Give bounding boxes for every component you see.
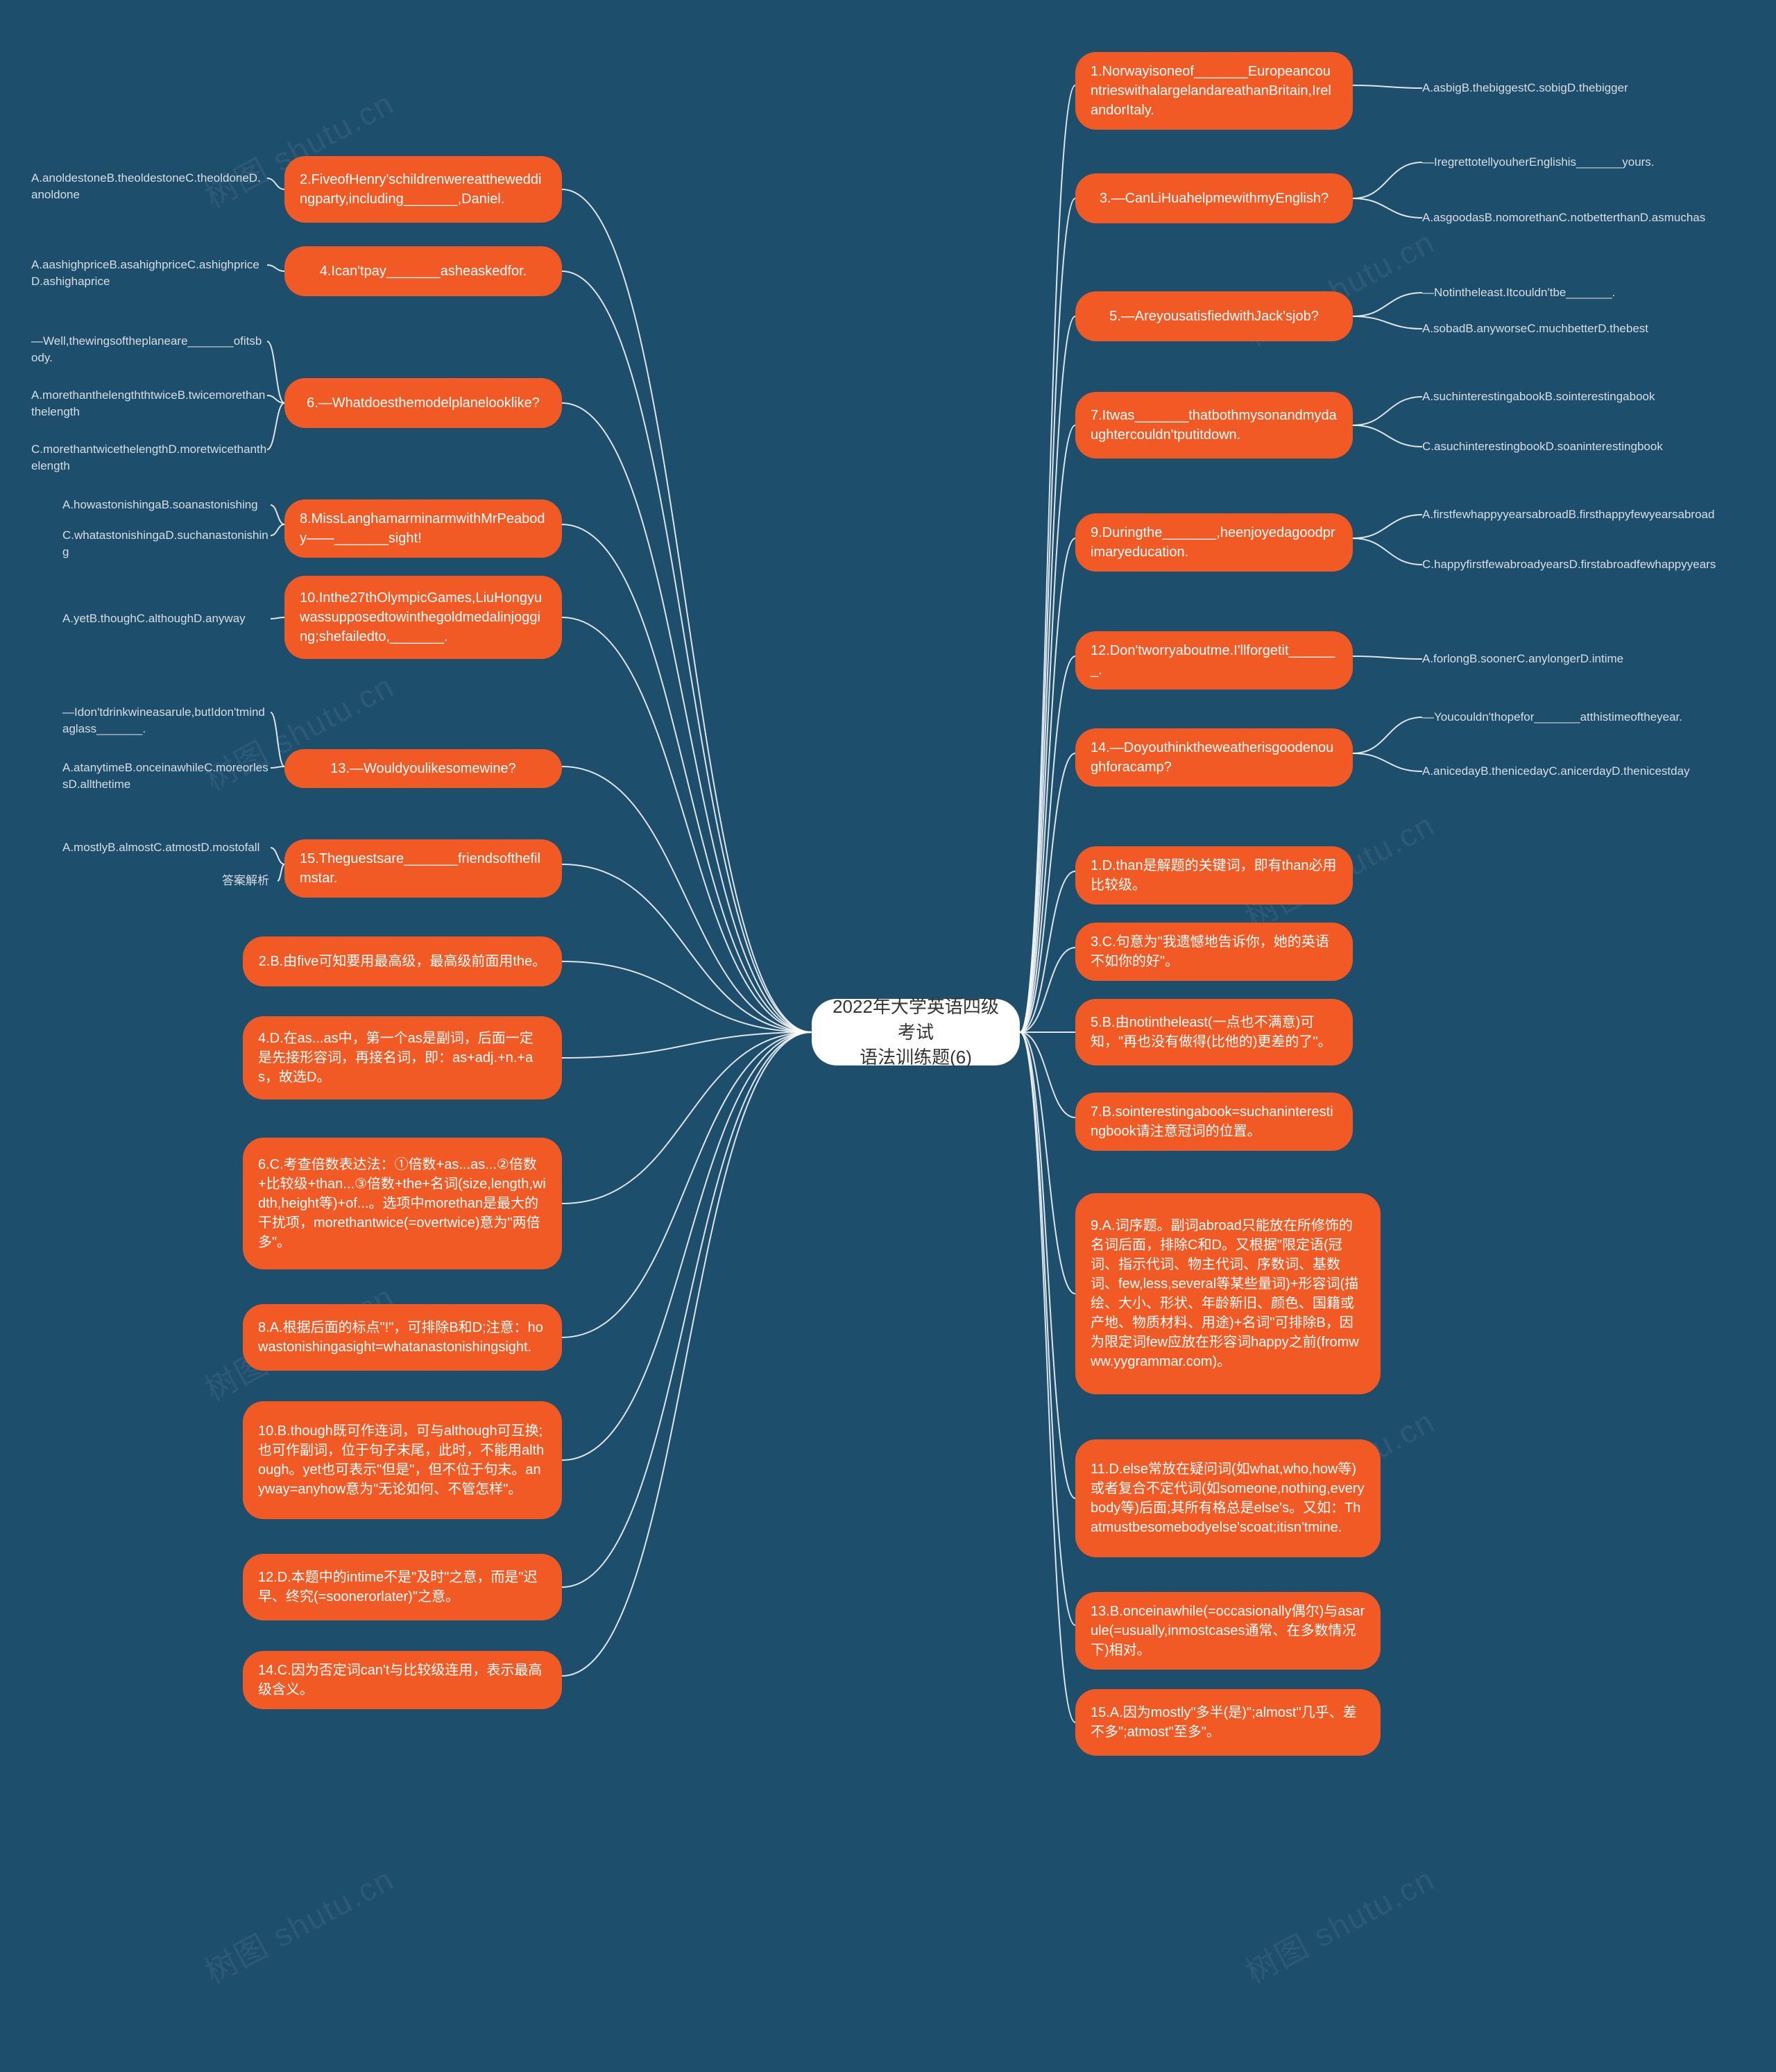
watermark: 树图 shutu.cn (1236, 1854, 1442, 1992)
mindmap-node: 14.—Doyouthinktheweatherisgoodenoughfora… (1075, 728, 1353, 787)
mindmap-node: 12.D.本题中的intime不是"及时"之意，而是"迟早、终究(=sooner… (243, 1554, 562, 1620)
mindmap-node: 6.C.考查倍数表达法：①倍数+as...as...②倍数+比较级+than..… (243, 1138, 562, 1269)
mindmap-node: 10.B.though既可作连词，可与although可互换;也可作副词，位于句… (243, 1401, 562, 1519)
mindmap-node: 2.B.由five可知要用最高级，最高级前面用the。 (243, 936, 562, 986)
leaf-text: A.anoldestoneB.theoldestoneC.theoldoneD.… (31, 170, 267, 203)
mindmap-node: 9.A.词序题。副词abroad只能放在所修饰的名词后面，排除C和D。又根据"限… (1075, 1193, 1381, 1394)
mindmap-node: 1.D.than是解题的关键词，即有than必用比较级。 (1075, 846, 1353, 905)
leaf-text: —Notintheleast.Itcouldn'tbe_______. (1422, 284, 1741, 301)
mindmap-node: 11.D.else常放在疑问词(如what,who,how等)或者复合不定代词(… (1075, 1439, 1381, 1557)
leaf-text: A.forlongB.soonerC.anylongerD.intime (1422, 651, 1741, 667)
leaf-text: C.happyfirstfewabroadyearsD.firstabroadf… (1422, 556, 1741, 573)
leaf-text: —Idon'tdrinkwineasarule,butIdon'tmindagl… (62, 704, 271, 737)
mindmap-node: 13.—Wouldyoulikesomewine? (284, 749, 562, 788)
mindmap-node: 7.Itwas_______thatbothmysonandmydaughter… (1075, 392, 1353, 459)
leaf-text: —IregrettotellyouherEnglishis_______your… (1422, 154, 1741, 171)
mindmap-node: 3.C.句意为"我遗憾地告诉你，她的英语不如你的好"。 (1075, 923, 1353, 981)
mindmap-node: 15.Theguestsare_______friendsofthefilmst… (284, 839, 562, 898)
mindmap-node: 5.B.由notintheleast(一点也不满意)可知，"再也没有做得(比他的… (1075, 999, 1353, 1065)
mindmap-node: 8.A.根据后面的标点"!"，可排除B和D;注意：howastonishinga… (243, 1304, 562, 1371)
leaf-text: A.howastonishingaB.soanastonishing (62, 497, 271, 513)
mindmap-node: 4.Ican'tpay_______asheaskedfor. (284, 246, 562, 296)
leaf-text: A.yetB.thoughC.althoughD.anyway (62, 610, 271, 627)
mindmap-node: 2.FiveofHenry'schildrenwereattheweddingp… (284, 156, 562, 223)
center-node: 2022年大学英语四级考试语法训练题(6) (812, 999, 1020, 1065)
watermark: 树图 shutu.cn (196, 1854, 401, 1992)
leaf-text: 答案解析 (222, 873, 278, 889)
mindmap-node: 5.—AreyousatisfiedwithJack'sjob? (1075, 291, 1353, 341)
leaf-text: —Well,thewingsoftheplaneare_______ofitsb… (31, 333, 267, 366)
mindmap-node: 14.C.因为否定词can't与比较级连用，表示最高级含义。 (243, 1651, 562, 1709)
leaf-text: A.anicedayB.thenicedayC.anicerdayD.theni… (1422, 763, 1741, 780)
mindmap-node: 6.—Whatdoesthemodelplanelooklike? (284, 378, 562, 428)
leaf-text: C.asuchinterestingbookD.soaninterestingb… (1422, 438, 1741, 455)
leaf-text: A.aashighpriceB.asahighpriceC.ashighpric… (31, 257, 267, 290)
mindmap-node: 15.A.因为mostly"多半(是)";almost"几乎、差不多";atmo… (1075, 1689, 1381, 1756)
leaf-text: A.asbigB.thebiggestC.sobigD.thebigger (1422, 80, 1741, 96)
leaf-text: A.atanytimeB.onceinawhileC.moreorlessD.a… (62, 760, 271, 793)
mindmap-node: 8.MissLanghamarminarmwithMrPeabody——____… (284, 499, 562, 558)
mindmap-node: 10.Inthe27thOlympicGames,LiuHongyuwassup… (284, 576, 562, 659)
mindmap-node: 4.D.在as...as中，第一个as是副词，后面一定是先接形容词，再接名词，即… (243, 1016, 562, 1099)
leaf-text: C.morethantwicethelengthD.moretwicethant… (31, 441, 267, 474)
mindmap-node: 9.Duringthe_______,heenjoyedagoodprimary… (1075, 513, 1353, 572)
mindmap-node: 12.Don'tworryaboutme.I'llforgetit_______… (1075, 631, 1353, 690)
leaf-text: A.firstfewhappyyearsabroadB.firsthappyfe… (1422, 506, 1741, 523)
leaf-text: A.suchinterestingabookB.sointerestingabo… (1422, 388, 1741, 405)
mindmap-node: 1.Norwayisoneof_______Europeancountriesw… (1075, 52, 1353, 130)
mindmap-node: 3.—CanLiHuahelpmewithmyEnglish? (1075, 173, 1353, 223)
leaf-text: A.sobadB.anyworseC.muchbetterD.thebest (1422, 320, 1741, 337)
leaf-text: A.morethanthelengththtwiceB.twicemoretha… (31, 387, 267, 420)
mindmap-node: 13.B.onceinawhile(=occasionally偶尔)与asaru… (1075, 1592, 1381, 1670)
mindmap-node: 7.B.sointerestingabook=suchaninteresting… (1075, 1093, 1353, 1151)
leaf-text: —Youcouldn'thopefor_______atthistimeofth… (1422, 709, 1741, 726)
leaf-text: A.mostlyB.almostC.atmostD.mostofall (62, 839, 271, 856)
leaf-text: A.asgoodasB.nomorethanC.notbetterthanD.a… (1422, 209, 1741, 226)
leaf-text: C.whatastonishingaD.suchanastonishing (62, 527, 271, 560)
